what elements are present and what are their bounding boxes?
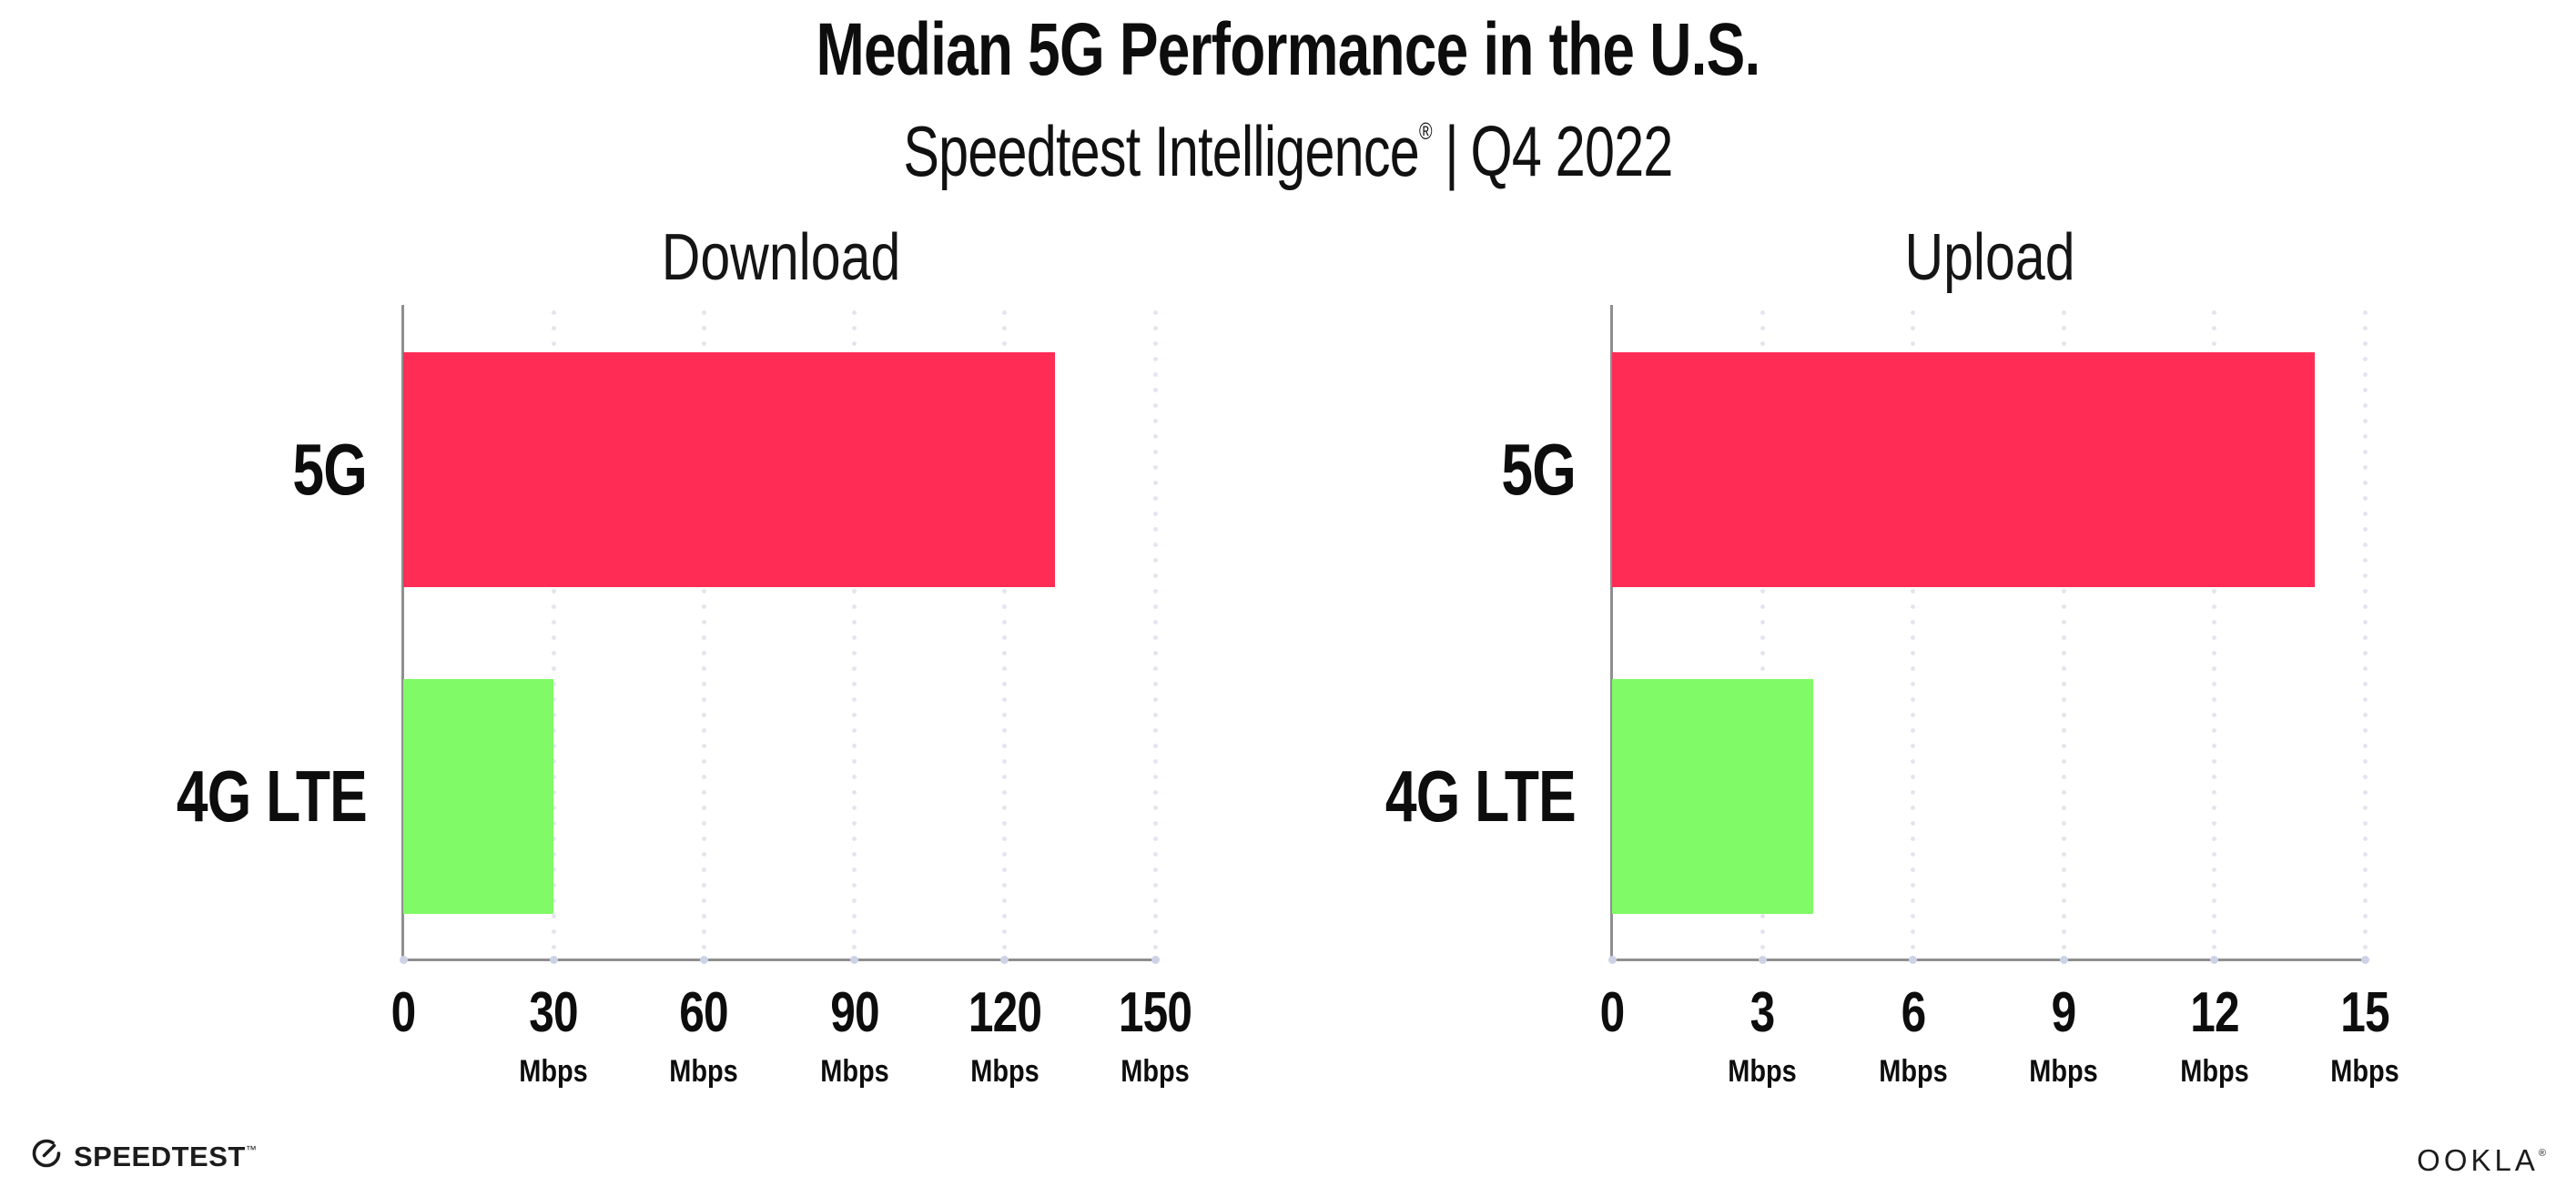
gridline <box>2362 305 2368 959</box>
axis-tick-dot <box>1151 956 1160 964</box>
axis-tick-dot <box>1000 956 1009 964</box>
x-tick: 30 Mbps <box>519 981 588 1089</box>
trademark-mark: ™ <box>245 1143 258 1156</box>
x-tick: 120 Mbps <box>968 981 1042 1089</box>
y-axis-line <box>401 305 404 961</box>
axis-tick-dot <box>399 956 408 964</box>
axis-tick-dot <box>1758 956 1767 964</box>
subtitle-period: Q4 2022 <box>1470 111 1674 191</box>
gridline <box>1002 305 1008 959</box>
x-tick: 3 Mbps <box>1728 981 1798 1089</box>
gridline <box>1760 305 1765 959</box>
ookla-wordmark: OOKLA <box>2417 1143 2539 1177</box>
x-tick: 0 <box>1599 981 1626 1044</box>
speedtest-logo: SPEEDTEST™ <box>30 1132 257 1174</box>
category-label-5g: 5G <box>1501 429 1576 510</box>
speedtest-wordmark: SPEEDTEST™ <box>74 1141 258 1172</box>
x-tick: 0 <box>390 981 417 1044</box>
bar-5g-download <box>403 352 1055 587</box>
bar-5g-upload <box>1612 352 2315 587</box>
download-chart-title: Download <box>661 221 901 294</box>
gridline <box>551 305 556 959</box>
x-axis-line <box>401 959 1155 961</box>
axis-tick-dot <box>549 956 558 964</box>
axis-tick-dot <box>2059 956 2068 964</box>
gridline <box>2061 305 2066 959</box>
x-tick: 90 Mbps <box>819 981 889 1089</box>
ookla-logo: OOKLA® <box>2417 1138 2546 1176</box>
category-label-4g-lte: 4G LTE <box>176 756 368 837</box>
subtitle-separator: | <box>1445 111 1458 191</box>
axis-tick-dot <box>699 956 708 964</box>
x-tick: 6 Mbps <box>1879 981 1948 1089</box>
x-tick: 150 Mbps <box>1118 981 1192 1089</box>
registered-mark: ® <box>1418 117 1433 145</box>
axis-tick-dot <box>2360 956 2369 964</box>
registered-mark: ® <box>2538 1148 2546 1159</box>
x-tick: 9 Mbps <box>2029 981 2098 1089</box>
gridline <box>701 305 706 959</box>
figure-title: Median 5G Performance in the U.S. <box>816 8 1761 91</box>
upload-plot-area: 5G 4G LTE 0 3 Mbps 6 Mbps 9 Mbps 12 Mbps… <box>1385 305 2399 1087</box>
category-label-5g: 5G <box>292 429 367 510</box>
speedtest-gauge-icon <box>30 1137 63 1170</box>
axis-tick-dot <box>1909 956 1918 964</box>
gridline <box>1152 305 1158 959</box>
x-tick: 60 Mbps <box>669 981 739 1089</box>
x-tick: 15 Mbps <box>2330 981 2399 1089</box>
subtitle-brand: Speedtest Intelligence <box>903 111 1419 191</box>
bar-4g-lte-upload <box>1612 679 1813 914</box>
upload-chart-title: Upload <box>1904 221 2075 294</box>
axis-tick-dot <box>2210 956 2219 964</box>
category-label-4g-lte: 4G LTE <box>1384 756 1577 837</box>
x-axis-line <box>1610 959 2365 961</box>
axis-tick-dot <box>850 956 859 964</box>
axis-tick-dot <box>1607 956 1617 964</box>
gridline <box>1911 305 1916 959</box>
gridline <box>2212 305 2217 959</box>
bar-4g-lte-download <box>403 679 554 914</box>
y-axis-line <box>1610 305 1613 961</box>
x-tick: 12 Mbps <box>2179 981 2249 1089</box>
download-plot-area: 5G 4G LTE 0 30 Mbps 60 Mbps 90 Mbps 120 … <box>177 305 1192 1087</box>
gridline <box>852 305 857 959</box>
figure-subtitle: Speedtest Intelligence® | Q4 2022 <box>309 93 2267 189</box>
